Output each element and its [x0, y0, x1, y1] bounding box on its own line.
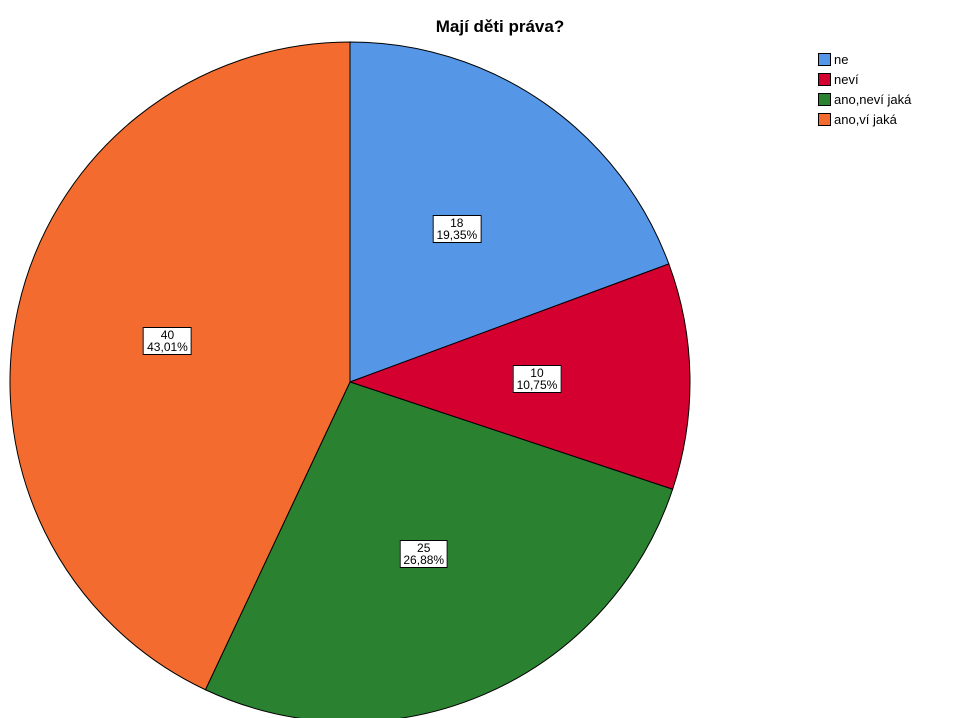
legend-item: ne: [818, 49, 911, 69]
legend-label: neví: [834, 71, 859, 87]
slice-percent: 26,88%: [403, 552, 445, 567]
pie-slice-3: [9, 41, 351, 691]
slice-label-3: 40 43,01%: [143, 327, 192, 356]
legend-swatch: [818, 92, 831, 106]
slice-value: 25: [417, 540, 431, 555]
legend-swatch: [818, 52, 831, 66]
legend-item: neví: [818, 69, 911, 89]
slice-label-2: 25 26,88%: [399, 539, 449, 568]
legend-swatch: [818, 112, 831, 126]
slice-percent: 10,75%: [516, 377, 558, 392]
slice-label-0: 18 19,35%: [432, 214, 482, 243]
chart-title: Mají děti práva?: [435, 17, 565, 36]
legend-item: ano,ví jaká: [818, 109, 911, 129]
slice-value: 18: [450, 215, 464, 230]
slice-value: 40: [160, 328, 175, 343]
legend-label: ne: [834, 51, 849, 67]
legend-label: ano,ví jaká: [834, 111, 897, 127]
slice-label-1: 10 10,75%: [512, 364, 562, 393]
slice-percent: 43,01%: [147, 340, 188, 355]
legend-label: ano,neví jaká: [834, 91, 912, 107]
slice-value: 10: [530, 365, 544, 380]
legend: ne neví ano,neví jaká ano,ví jaká: [818, 49, 911, 129]
legend-swatch: [818, 72, 831, 86]
pie-slice-0: [349, 41, 670, 383]
legend-item: ano,neví jaká: [818, 89, 911, 109]
slice-percent: 19,35%: [436, 227, 478, 242]
